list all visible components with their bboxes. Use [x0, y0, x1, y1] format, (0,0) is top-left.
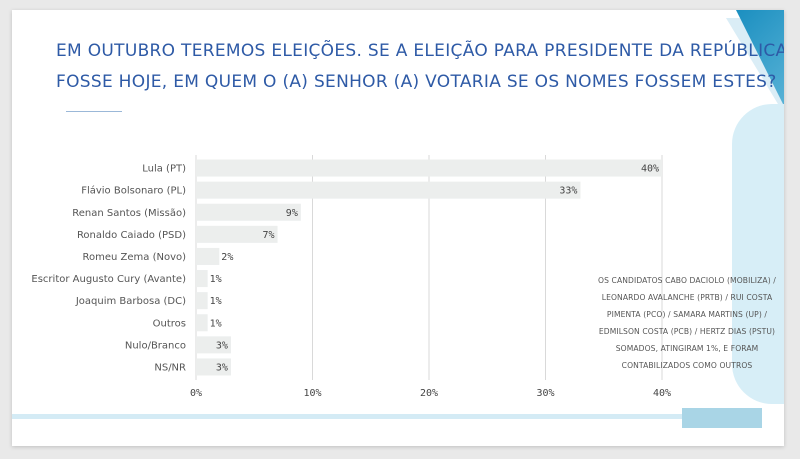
x-tick-label: 20% [420, 388, 438, 399]
x-tick-label: 0% [190, 388, 202, 399]
footnote-line-3: PIMENTA (PCO) / SAMARA MARTINS (UP) / [606, 310, 768, 319]
side-decoration [732, 104, 784, 404]
slide: EM OUTUBRO TEREMOS ELEIÇÕES. SE A ELEIÇÃ… [12, 10, 784, 446]
value-label: 3% [216, 340, 228, 351]
value-label: 1% [210, 318, 222, 329]
value-label: 33% [559, 186, 577, 197]
category-label: Romeu Zema (Novo) [82, 252, 186, 263]
title-underline [66, 111, 122, 112]
x-tick-label: 40% [653, 388, 671, 399]
category-label: Nulo/Branco [125, 340, 186, 351]
value-label: 1% [210, 274, 222, 285]
bar [196, 270, 208, 288]
category-label: Escritor Augusto Cury (Avante) [31, 274, 186, 285]
footnote-line-2: LEONARDO AVALANCHE (PRTB) / RUI COSTA [601, 293, 773, 302]
footer-bar [12, 414, 748, 419]
value-label: 2% [221, 252, 233, 263]
value-label: 1% [210, 296, 222, 307]
category-label: Ronaldo Caiado (PSD) [77, 230, 186, 241]
footnote-line-5: SOMADOS, ATINGIRAM 1%, E FORAM [615, 344, 759, 353]
category-label: Joaquim Barbosa (DC) [75, 296, 186, 307]
footnote-line-1: OS CANDIDATOS CABO DACIOLO (MOBILIZA) / [598, 276, 776, 285]
footnote: OS CANDIDATOS CABO DACIOLO (MOBILIZA) / … [598, 272, 776, 374]
x-tick-label: 10% [303, 388, 321, 399]
footer-block [682, 408, 762, 428]
footnote-line-6: CONTABILIZADOS COMO OUTROS [621, 361, 753, 370]
bar [196, 292, 208, 310]
footnote-line-4: EDMILSON COSTA (PCB) / HERTZ DIAS (PSTU) [598, 327, 776, 336]
bar-chart: 0% 10% 20% 30% 40% Lula (PT) 40% Flávio Bolsona… [31, 155, 671, 399]
bars [196, 159, 662, 376]
category-label: Renan Santos (Missão) [72, 208, 186, 219]
category-label: Flávio Bolsonaro (PL) [81, 185, 186, 197]
value-label: 9% [286, 208, 298, 219]
bar [196, 358, 231, 376]
chart-title: EM OUTUBRO TEREMOS ELEIÇÕES. SE A ELEIÇÃ… [56, 36, 784, 98]
labels: 0% 10% 20% 30% 40% Lula (PT) 40% Flávio Bolsona… [31, 164, 671, 399]
title-line-1: EM OUTUBRO TEREMOS ELEIÇÕES. SE A ELEIÇÃ… [56, 41, 784, 61]
bar [196, 181, 581, 199]
title-line-2: FOSSE HOJE, EM QUEM O (A) SENHOR (A) VOT… [56, 72, 777, 92]
bar [196, 159, 662, 177]
bar [196, 203, 301, 221]
category-label: NS/NR [154, 362, 186, 373]
bar [196, 247, 220, 265]
value-label: 3% [216, 362, 228, 373]
value-label: 40% [641, 164, 659, 175]
bar [196, 336, 231, 354]
x-tick-label: 30% [536, 388, 554, 399]
category-label: Outros [153, 318, 186, 329]
bar [196, 225, 278, 243]
value-label: 7% [263, 230, 275, 241]
category-label: Lula (PT) [142, 164, 186, 175]
bar [196, 314, 208, 332]
